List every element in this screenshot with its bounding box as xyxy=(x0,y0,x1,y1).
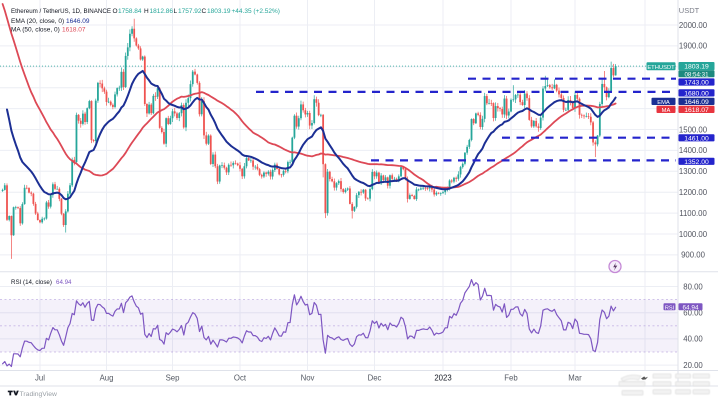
svg-text:1000.00: 1000.00 xyxy=(679,230,708,239)
svg-text:TradingView: TradingView xyxy=(20,391,57,398)
svg-text:20.00: 20.00 xyxy=(683,361,703,370)
svg-text:O: O xyxy=(113,8,118,15)
svg-text:2000.00: 2000.00 xyxy=(679,21,708,30)
svg-text:MA: MA xyxy=(662,108,671,114)
svg-text:C: C xyxy=(202,8,207,15)
svg-text:Sep: Sep xyxy=(166,373,181,382)
svg-text:Dec: Dec xyxy=(368,373,382,382)
svg-text:1680.00: 1680.00 xyxy=(684,91,709,98)
svg-text:1100.00: 1100.00 xyxy=(679,209,707,218)
svg-text:MA (50, close, 0): MA (50, close, 0) xyxy=(11,27,60,34)
svg-text:900.00: 900.00 xyxy=(681,251,706,260)
svg-text:RSI: RSI xyxy=(665,305,675,311)
svg-text:EMA (20, close, 0): EMA (20, close, 0) xyxy=(11,18,64,25)
svg-text:1618.07: 1618.07 xyxy=(684,107,709,114)
svg-text:Feb: Feb xyxy=(504,373,518,382)
svg-text:1352.00: 1352.00 xyxy=(684,159,709,166)
svg-text:Nov: Nov xyxy=(301,373,315,382)
svg-text:1758.84: 1758.84 xyxy=(118,8,142,15)
svg-text:Jul: Jul xyxy=(35,373,45,382)
svg-text:H: H xyxy=(144,8,149,15)
svg-text:+44.35 (+2.52%): +44.35 (+2.52%) xyxy=(232,8,280,15)
svg-text:1300.00: 1300.00 xyxy=(679,167,708,176)
svg-text:08:54:31: 08:54:31 xyxy=(684,71,709,78)
svg-text:Ethereum / TetherUS, 1D, BINAN: Ethereum / TetherUS, 1D, BINANCE xyxy=(11,8,111,15)
svg-text:60.00: 60.00 xyxy=(683,309,703,318)
svg-text:ETHUSDT: ETHUSDT xyxy=(647,65,675,71)
svg-text:1400.00: 1400.00 xyxy=(679,146,708,155)
svg-text:1812.86: 1812.86 xyxy=(150,8,174,15)
svg-text:USDT: USDT xyxy=(679,6,700,15)
svg-text:64.94: 64.94 xyxy=(56,279,72,286)
svg-text:1757.92: 1757.92 xyxy=(178,8,202,15)
svg-text:RSI (14, close): RSI (14, close) xyxy=(11,279,52,286)
svg-text:Aug: Aug xyxy=(100,373,114,382)
svg-text:1500.00: 1500.00 xyxy=(679,125,708,134)
svg-text:2023: 2023 xyxy=(434,373,451,382)
svg-text:1461.00: 1461.00 xyxy=(684,135,709,142)
svg-text:EMA: EMA xyxy=(657,100,670,106)
svg-text:1200.00: 1200.00 xyxy=(679,188,708,197)
svg-text:1743.00: 1743.00 xyxy=(684,80,709,87)
svg-text:1646.09: 1646.09 xyxy=(684,99,709,106)
svg-text:L: L xyxy=(174,8,178,15)
svg-text:1803.19: 1803.19 xyxy=(207,8,231,15)
svg-text:64.94: 64.94 xyxy=(683,304,699,311)
svg-text:Oct: Oct xyxy=(234,373,247,382)
svg-text:1900.00: 1900.00 xyxy=(679,42,708,51)
svg-text:Mar: Mar xyxy=(568,373,582,382)
svg-text:40.00: 40.00 xyxy=(683,335,703,344)
svg-text:80.00: 80.00 xyxy=(683,282,703,291)
svg-text:1618.07: 1618.07 xyxy=(62,27,86,34)
svg-text:1803.19: 1803.19 xyxy=(684,64,709,71)
svg-text:1646.09: 1646.09 xyxy=(66,18,90,25)
